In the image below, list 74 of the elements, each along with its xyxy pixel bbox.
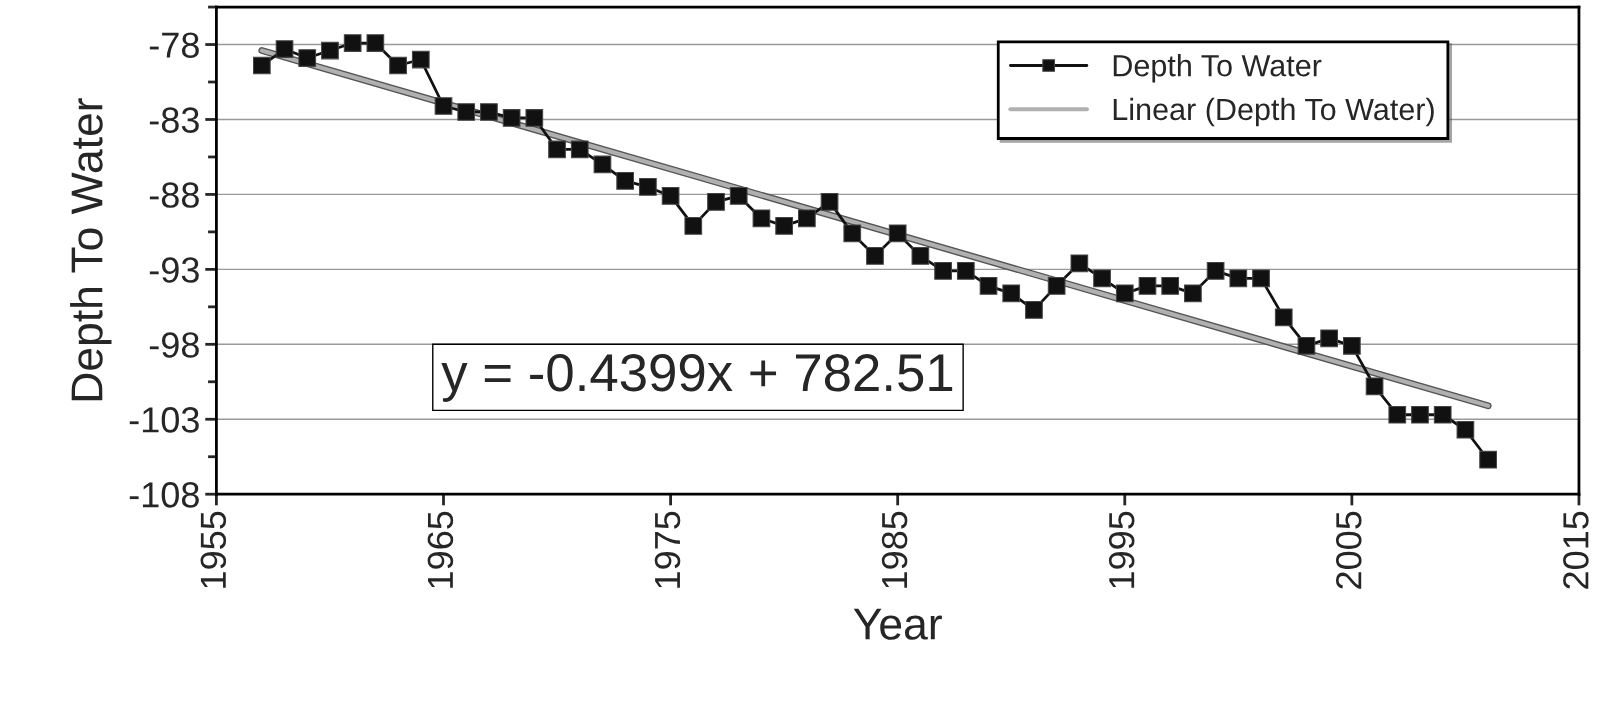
point (639, 178, 657, 196)
point (1025, 300, 1043, 319)
point (661, 187, 680, 205)
x-tick-label: 1955 (200, 511, 227, 588)
point (1433, 405, 1452, 424)
point (1206, 262, 1225, 280)
point (1047, 277, 1066, 295)
point (1388, 405, 1407, 424)
point (343, 34, 362, 52)
point (820, 193, 839, 211)
y-tick-label: -88 (149, 182, 199, 208)
x-axis-title: Year (853, 608, 942, 640)
point (684, 217, 703, 235)
point (888, 224, 907, 243)
point (775, 217, 793, 235)
legend-label: Depth To Water (1113, 54, 1322, 83)
point (480, 103, 498, 121)
x-tick-label: 2005 (1335, 511, 1362, 589)
point (729, 187, 748, 205)
point (1343, 336, 1361, 355)
point (707, 193, 725, 211)
point (1002, 284, 1021, 303)
point (1479, 450, 1497, 469)
y-tick-label: -103 (129, 407, 199, 433)
point (1252, 269, 1270, 288)
y-tick-label: -98 (149, 332, 199, 358)
point (411, 50, 430, 69)
x-tick-label: 1975 (654, 511, 681, 588)
point (1411, 405, 1429, 424)
point (502, 109, 521, 127)
point (252, 56, 271, 75)
point (321, 41, 339, 60)
y-tick-label: -78 (149, 32, 199, 58)
y-tick-label: -108 (129, 482, 199, 508)
y-axis-title: Depth To Water (70, 98, 112, 401)
x-tick-label: 1965 (427, 511, 454, 588)
x-tick-label: 2015 (1563, 511, 1589, 589)
point (911, 247, 930, 265)
legend-label: Linear (Depth To Water) (1113, 97, 1434, 127)
point (457, 103, 476, 121)
point (797, 209, 816, 228)
x-tick-label: 1995 (1108, 511, 1135, 588)
point (1184, 284, 1202, 303)
point (548, 140, 566, 159)
point (934, 262, 952, 280)
y-tick-label: -83 (149, 107, 199, 133)
point (1138, 277, 1157, 295)
point (1297, 336, 1316, 355)
point (752, 209, 771, 228)
point (1093, 269, 1111, 288)
point (593, 155, 612, 174)
point (1365, 377, 1384, 396)
point (866, 247, 884, 265)
point (1115, 284, 1134, 303)
point (1229, 269, 1248, 288)
point (1274, 308, 1293, 327)
point (956, 262, 975, 280)
point (1161, 277, 1180, 295)
point (979, 277, 998, 295)
point (525, 109, 544, 127)
point (616, 172, 635, 190)
point (275, 40, 294, 58)
point (1456, 420, 1475, 439)
annotation: y = -0.4399x + 782.51 (441, 354, 953, 402)
point (389, 56, 407, 75)
point (843, 224, 862, 243)
y-tick-label: -93 (149, 257, 199, 283)
point (570, 140, 589, 159)
point (434, 97, 453, 115)
point (298, 49, 317, 67)
x-tick-label: 1985 (881, 511, 908, 588)
point (1320, 329, 1339, 348)
point (366, 34, 385, 52)
point (1070, 254, 1089, 273)
